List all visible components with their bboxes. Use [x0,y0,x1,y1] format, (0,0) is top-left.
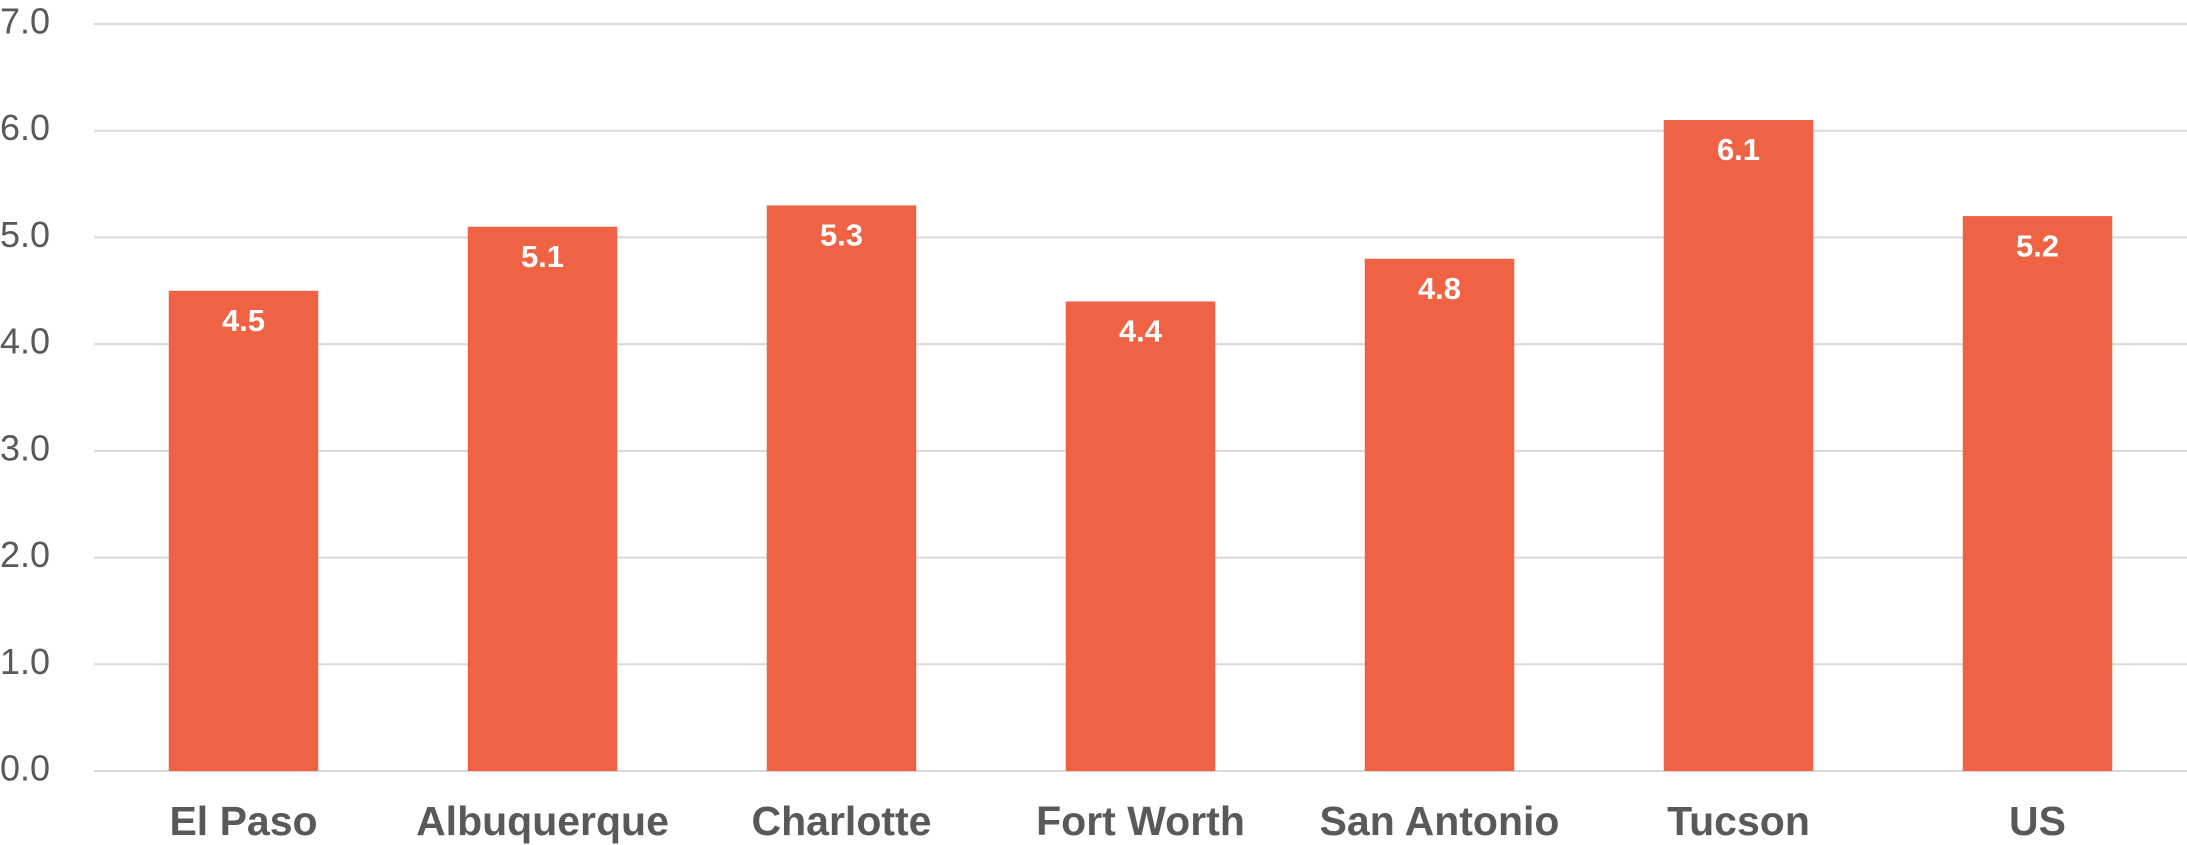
data-label: 5.2 [2016,228,2059,263]
x-tick-label: Charlotte [752,798,932,844]
data-label: 4.5 [222,303,265,338]
x-tick-label: Fort Worth [1036,798,1245,844]
bar [168,290,319,771]
y-tick-label: 3.0 [0,427,50,468]
data-label: 4.8 [1418,271,1461,306]
x-tick-label: Tucson [1667,798,1810,844]
data-label: 5.1 [521,239,564,274]
y-tick-label: 4.0 [0,321,50,362]
y-tick-label: 0.0 [0,748,50,789]
data-label: 5.3 [820,218,863,253]
bar [766,205,917,771]
y-tick-label: 6.0 [0,107,50,148]
x-tick-label: San Antonio [1320,798,1560,844]
data-label: 6.1 [1717,132,1760,167]
bar [1962,216,2113,772]
bar [1364,258,1515,771]
y-tick-label: 2.0 [0,534,50,575]
y-tick-label: 7.0 [0,1,50,42]
x-tick-label: El Paso [169,798,317,844]
bar [467,226,618,771]
y-tick-label: 1.0 [0,641,50,682]
x-tick-label: US [2009,798,2066,844]
bar [1663,120,1814,772]
x-tick-label: Albuquerque [416,798,669,844]
y-tick-label: 5.0 [0,214,50,255]
bar [1065,301,1216,771]
data-label: 4.4 [1119,314,1163,349]
